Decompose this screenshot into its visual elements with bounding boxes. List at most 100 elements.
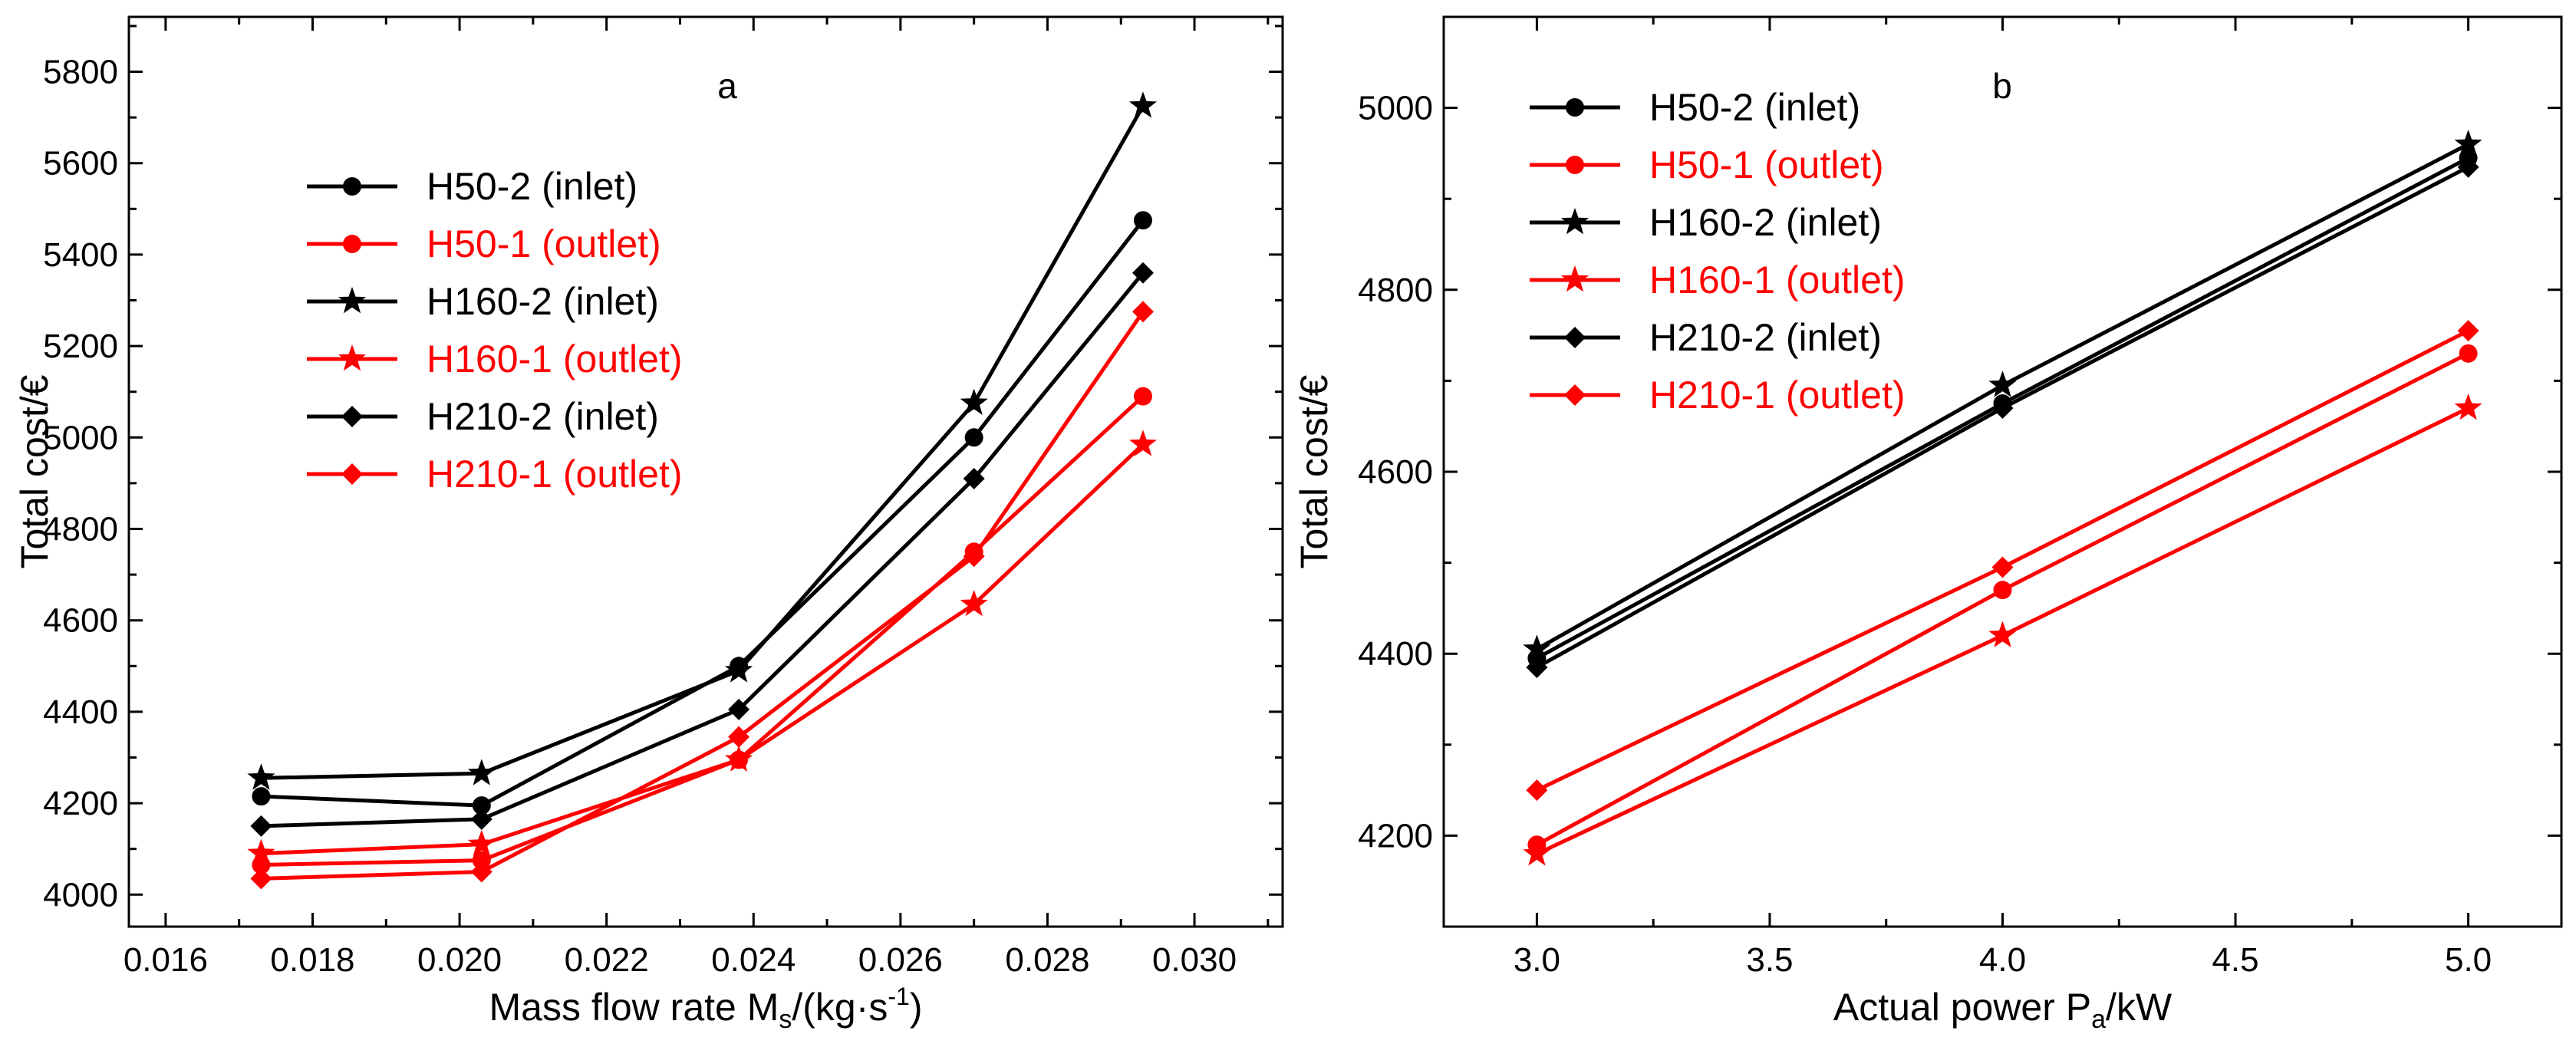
panel-a-y-tick-label: 4400 <box>43 693 118 731</box>
panel-b-series-5-point <box>1526 656 1548 678</box>
panel-a-series-4-point <box>1128 430 1158 456</box>
panel-b-x-tick-label: 4.0 <box>1979 941 2026 979</box>
panel-b-legend-marker <box>1564 384 1586 406</box>
panel-b-series-2-point <box>1993 581 2012 600</box>
panel-a-series-2-point <box>472 851 491 870</box>
panel-b-legend-label: H210-1 (outlet) <box>1649 374 1906 417</box>
panel-b-legend-marker <box>1566 156 1584 174</box>
panel-a-series-6-point <box>250 868 272 890</box>
panel-a-legend-marker <box>341 463 363 485</box>
panel-a-y-tick-label: 4000 <box>43 876 118 914</box>
panel-a-series-4-point <box>960 589 988 617</box>
panel-b-series-4-point <box>1988 621 2017 647</box>
panel-a-series-3-point <box>467 759 496 785</box>
panel-a-y-tick-label: 5200 <box>43 328 118 365</box>
panel-a-series-5-point <box>963 467 985 489</box>
panel-b-y-tick-label: 4800 <box>1358 272 1433 309</box>
panel-a-legend-label: H210-1 (outlet) <box>427 453 683 496</box>
panel-b-series-6-point <box>1526 779 1548 802</box>
panel-b-y-tick-label: 4600 <box>1358 453 1433 491</box>
panel-a-x-tick-label: 0.016 <box>124 941 208 979</box>
panel-b-panel-letter: b <box>1992 66 2012 106</box>
panel-a-series-line-3 <box>261 104 1145 780</box>
panel-a-legend-label: H210-2 (inlet) <box>427 395 659 438</box>
panel-a-series-5-point <box>1132 262 1154 284</box>
panel-a-y-tick-label: 5000 <box>43 419 118 456</box>
panel-a-series-3-point <box>1128 91 1158 118</box>
panel-b-series-5-point <box>1991 397 2014 419</box>
panel-a-y-axis-title: Total cost/€ <box>13 374 56 568</box>
panel-b-legend-label: H160-1 (outlet) <box>1649 259 1906 301</box>
panel-b-legend-marker <box>1560 208 1589 235</box>
panel-a-legend-label: H50-2 (inlet) <box>427 165 637 208</box>
panel-a-legend-marker <box>343 177 361 196</box>
panel-b-series-3-point <box>2454 130 2482 156</box>
panel-a-legend-label: H160-2 (inlet) <box>427 280 659 323</box>
panel-a-series-3-point <box>247 763 275 790</box>
panel-b-legend-label: H210-2 (inlet) <box>1649 316 1882 359</box>
panel-a-series-6-point <box>470 861 492 883</box>
panel-b-x-tick-label: 3.5 <box>1746 941 1793 979</box>
panel-b-series-4-point <box>1523 839 1551 866</box>
panel-a-legend-marker <box>338 344 367 371</box>
panel-a-series-3-point <box>725 656 753 683</box>
panel-b-x-tick-label: 4.5 <box>2212 941 2258 979</box>
panel-b-series-2-point <box>2459 344 2478 363</box>
panel-a-series-5-point <box>728 698 750 720</box>
panel-a-x-tick-label: 0.022 <box>565 941 649 979</box>
panel-a-plot-frame <box>127 15 1284 928</box>
panel-a-series-6-point <box>1132 301 1154 323</box>
panel-b-chart: 3.0 3.5 4.0 4.5 5.0 4200 4400 4600 4800 5000 H50-2… <box>1293 15 2563 1034</box>
panel-a-series-4-point <box>467 829 496 857</box>
panel-b-legend-label: H50-2 (inlet) <box>1649 86 1860 129</box>
panel-a-series-1-point <box>964 428 983 447</box>
panel-a-series-line-2 <box>261 394 1145 867</box>
panel-a-series-1-point <box>1133 211 1152 230</box>
panel-a-series-5-point <box>250 815 272 837</box>
panel-b-y-tick-label: 4400 <box>1358 635 1433 673</box>
panel-b-series-6-point <box>1991 556 2014 578</box>
panel-a-x-tick-label: 0.030 <box>1152 941 1237 979</box>
panel-a-y-tick-label: 5400 <box>43 236 118 274</box>
panel-b-legend-label: H160-2 (inlet) <box>1649 201 1882 244</box>
panel-b-legend-label: H50-1 (outlet) <box>1649 143 1884 186</box>
panel-a-series-3-point <box>960 388 988 415</box>
panel-a-series-6-point <box>963 545 985 568</box>
panel-a-series-4-point <box>725 745 753 772</box>
panel-a-y-tick-label: 5800 <box>43 54 118 91</box>
panel-a-legend-marker <box>338 287 367 314</box>
panel-a-y-tick-label: 4800 <box>43 510 118 548</box>
panel-b-y-tick-label: 5000 <box>1358 90 1433 127</box>
panel-b-series-3-point <box>1523 634 1551 661</box>
panel-a-legend-label: H160-1 (outlet) <box>427 338 683 380</box>
panel-a-x-tick-label: 0.026 <box>858 941 943 979</box>
panel-b-x-axis-title: Actual power Pa/kW <box>1833 986 2172 1034</box>
panel-a-series-line-5 <box>261 272 1145 828</box>
panel-b-x-tick-label: 5.0 <box>2445 941 2492 979</box>
panel-b-plot-frame <box>1442 15 2563 928</box>
panel-a-x-tick-label: 0.024 <box>711 941 796 979</box>
panel-b-legend-marker <box>1564 327 1586 348</box>
panel-b-series-6-point <box>2457 320 2479 342</box>
panel-a-series-1-point <box>472 796 491 815</box>
panel-a-series-5-point <box>470 808 492 830</box>
panel-a-chart: 0.016 0.018 0.020 0.022 0.024 0.026 0.028 0.030… <box>13 15 1284 1034</box>
panel-b-y-axis-title: Total cost/€ <box>1293 374 1336 568</box>
panel-b-y-tick-label: 4200 <box>1358 817 1433 855</box>
panel-a-series-4-point <box>247 838 275 866</box>
panel-a-x-axis-title: Mass flow rate Ms/(kg·s-1) <box>489 983 923 1034</box>
panel-b-series-5-point <box>2457 156 2479 178</box>
panel-a-y-tick-label: 5600 <box>43 145 118 183</box>
panel-a-y-tick-label: 4200 <box>43 785 118 822</box>
panel-b-series-3-point <box>1988 371 2017 397</box>
panel-a-panel-letter: a <box>717 66 737 106</box>
panel-a-series-line-6 <box>261 310 1145 881</box>
panel-a-series-6-point <box>728 726 750 748</box>
panel-a-x-tick-label: 0.020 <box>417 941 502 979</box>
panel-a-x-tick-label: 0.018 <box>270 941 354 979</box>
panel-a-series-line-1 <box>261 219 1145 808</box>
panel-b-legend-marker <box>1560 265 1589 292</box>
panel-a-legend-marker <box>343 235 361 253</box>
panel-b-series-4-point <box>2454 393 2482 420</box>
